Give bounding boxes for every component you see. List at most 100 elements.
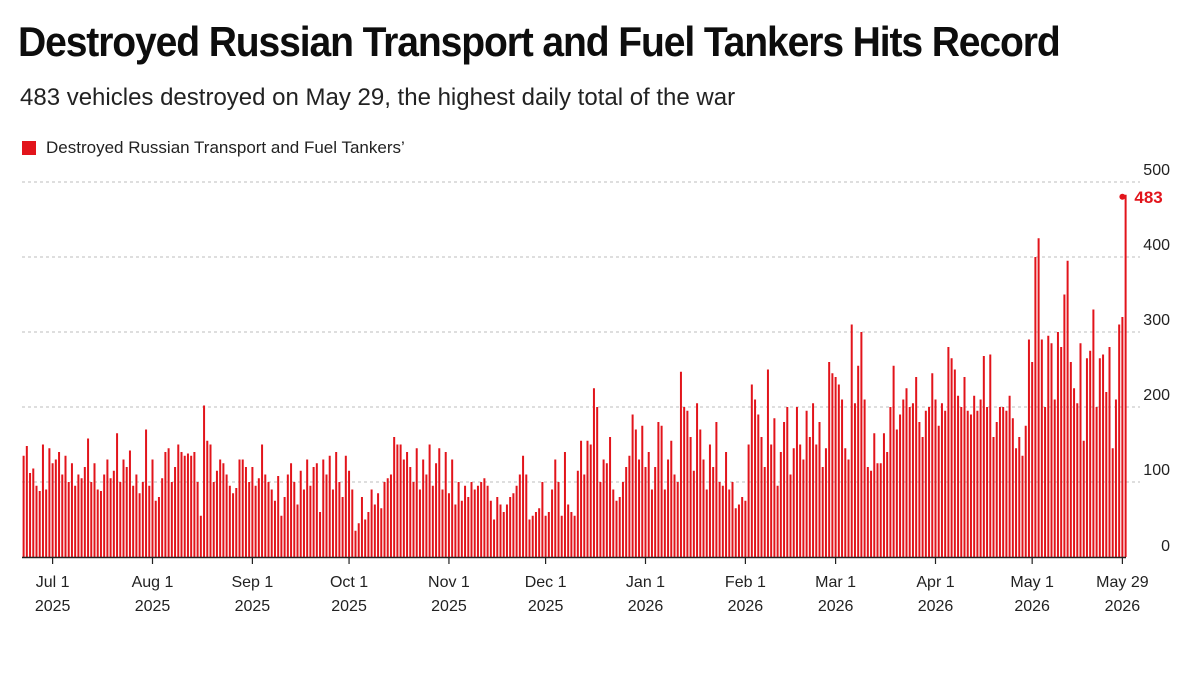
bar [373, 504, 376, 557]
bar [1011, 418, 1014, 557]
bar [412, 482, 415, 557]
peak-label: 483 [1134, 188, 1162, 207]
bar [1002, 407, 1005, 557]
bar [644, 467, 647, 557]
bar [837, 384, 840, 557]
bar [834, 377, 837, 557]
bar [976, 410, 979, 557]
bar [554, 459, 557, 557]
bar [625, 467, 628, 557]
bar [786, 407, 789, 557]
bar [241, 459, 244, 557]
bar [357, 523, 360, 557]
bar [944, 410, 947, 557]
bar [222, 463, 225, 557]
bar [70, 463, 73, 557]
bar [186, 453, 189, 557]
bar [1085, 358, 1088, 557]
bar [754, 399, 757, 557]
bar [1031, 362, 1034, 557]
bar [918, 422, 921, 557]
bar [679, 371, 682, 557]
bar [757, 414, 760, 557]
bar [911, 403, 914, 557]
bar [805, 410, 808, 557]
bar [734, 508, 737, 557]
bar [589, 444, 592, 557]
bar [670, 440, 673, 557]
bar [312, 467, 315, 557]
bar [128, 450, 131, 557]
bar [531, 515, 534, 557]
bar [963, 377, 966, 557]
bar [167, 448, 170, 557]
x-tick-year: 2025 [235, 598, 271, 615]
bar [802, 459, 805, 557]
legend-label: Destroyed Russian Transport and Fuel Tan… [46, 138, 405, 157]
bar [1021, 455, 1024, 557]
bar [902, 399, 905, 557]
bar [731, 482, 734, 557]
bar [908, 407, 911, 557]
bar [557, 482, 560, 557]
bar [747, 444, 750, 557]
bar [425, 474, 428, 557]
bar [106, 459, 109, 557]
bar [686, 410, 689, 557]
bar [728, 489, 731, 557]
bar [328, 455, 331, 557]
bar [364, 519, 367, 557]
bar [154, 500, 157, 557]
x-tick-label: Apr 1 [916, 574, 954, 591]
x-tick-year: 2025 [331, 598, 367, 615]
bar [99, 491, 102, 557]
bar [486, 485, 489, 557]
bar [899, 414, 902, 557]
bar [708, 444, 711, 557]
bar [157, 497, 160, 557]
bar [773, 418, 776, 557]
legend-swatch [22, 141, 36, 155]
bar [251, 467, 254, 557]
bar [750, 384, 753, 557]
bar [302, 489, 305, 557]
bar [1027, 339, 1030, 557]
bar [54, 459, 57, 557]
bar [125, 467, 128, 557]
bar [599, 482, 602, 557]
bar [676, 482, 679, 557]
bar [525, 474, 528, 557]
bar [528, 519, 531, 557]
bar [383, 482, 386, 557]
bar [228, 485, 231, 557]
bar [309, 485, 312, 557]
bar [370, 489, 373, 557]
bar [647, 452, 650, 557]
bar [386, 478, 389, 557]
bar [116, 433, 119, 557]
bar [934, 399, 937, 557]
bar [663, 489, 666, 557]
bar [715, 422, 718, 557]
bar [93, 463, 96, 557]
bar [605, 463, 608, 557]
bar [90, 482, 93, 557]
bar [921, 437, 924, 557]
bar [360, 497, 363, 557]
bar [808, 437, 811, 557]
bar [283, 497, 286, 557]
chart-title: Destroyed Russian Transport and Fuel Tan… [18, 18, 1061, 65]
bar [931, 373, 934, 557]
bar [351, 489, 354, 557]
bar [792, 448, 795, 557]
bar [377, 493, 380, 557]
bar [957, 395, 960, 557]
bar [1108, 347, 1111, 557]
bar [489, 500, 492, 557]
bar [538, 508, 541, 557]
bar [696, 403, 699, 557]
x-tick-year: 2026 [1014, 598, 1050, 615]
bar [428, 444, 431, 557]
bar [789, 474, 792, 557]
bar [766, 369, 769, 557]
